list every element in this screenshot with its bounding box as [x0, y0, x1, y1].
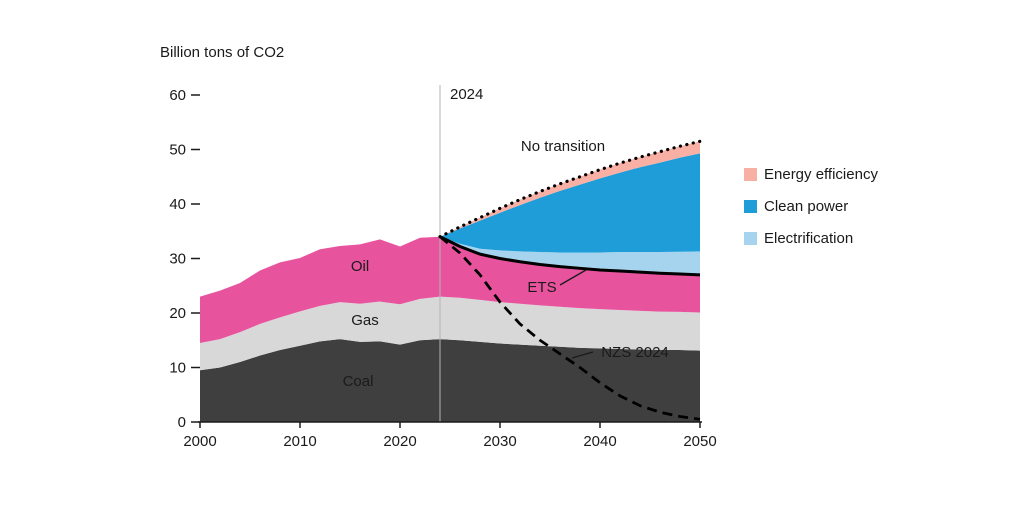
area-energy-efficiency	[200, 141, 700, 297]
x-tick-label: 2010	[283, 433, 316, 450]
y-tick-label: 50	[169, 142, 186, 159]
legend-swatch-energy-efficiency	[744, 168, 757, 181]
legend-item-energy-efficiency: Energy efficiency	[744, 166, 878, 183]
annotation-ets: ETS	[527, 279, 556, 296]
legend-label-electrification: Electrification	[764, 230, 854, 247]
area-clean-power	[200, 153, 700, 297]
y-tick-label: 0	[178, 414, 186, 431]
x-tick-label: 2050	[683, 433, 716, 450]
annotation-nzs-2024: NZS 2024	[601, 344, 669, 361]
y-tick-label: 60	[169, 87, 186, 104]
legend-item-electrification: Electrification	[744, 230, 878, 247]
x-tick-label: 2020	[383, 433, 416, 450]
scenario-line-nzs-2024	[439, 235, 701, 421]
annotation-no-transition: No transition	[521, 138, 605, 155]
annotation-oil: Oil	[351, 258, 369, 275]
chart-title: Billion tons of CO2	[160, 44, 285, 61]
y-tick-label: 20	[169, 305, 186, 322]
x-tick-label: 2040	[583, 433, 616, 450]
annotation-year-2024: 2024	[450, 86, 483, 103]
area-coal	[200, 339, 700, 422]
y-tick-label: 40	[169, 196, 186, 213]
area-gas	[200, 296, 700, 371]
legend-swatch-electrification	[744, 232, 757, 245]
legend: Energy efficiency Clean power Electrific…	[744, 166, 878, 247]
annotation-coal: Coal	[343, 373, 374, 390]
annotation-connector-nzs-2024	[571, 351, 594, 359]
x-tick-label: 2030	[483, 433, 516, 450]
area-oil	[200, 236, 700, 343]
legend-item-clean-power: Clean power	[744, 198, 878, 215]
legend-label-energy-efficiency: Energy efficiency	[764, 166, 878, 183]
y-tick-label: 10	[169, 360, 186, 377]
annotation-connector-ets	[559, 269, 587, 286]
legend-label-clean-power: Clean power	[764, 198, 849, 215]
annotation-gas: Gas	[351, 312, 379, 329]
legend-swatch-clean-power	[744, 200, 757, 213]
y-tick-label: 30	[169, 251, 186, 268]
area-electrification	[200, 236, 700, 297]
x-tick-label: 2000	[183, 433, 216, 450]
scenario-line-ets	[439, 235, 701, 277]
